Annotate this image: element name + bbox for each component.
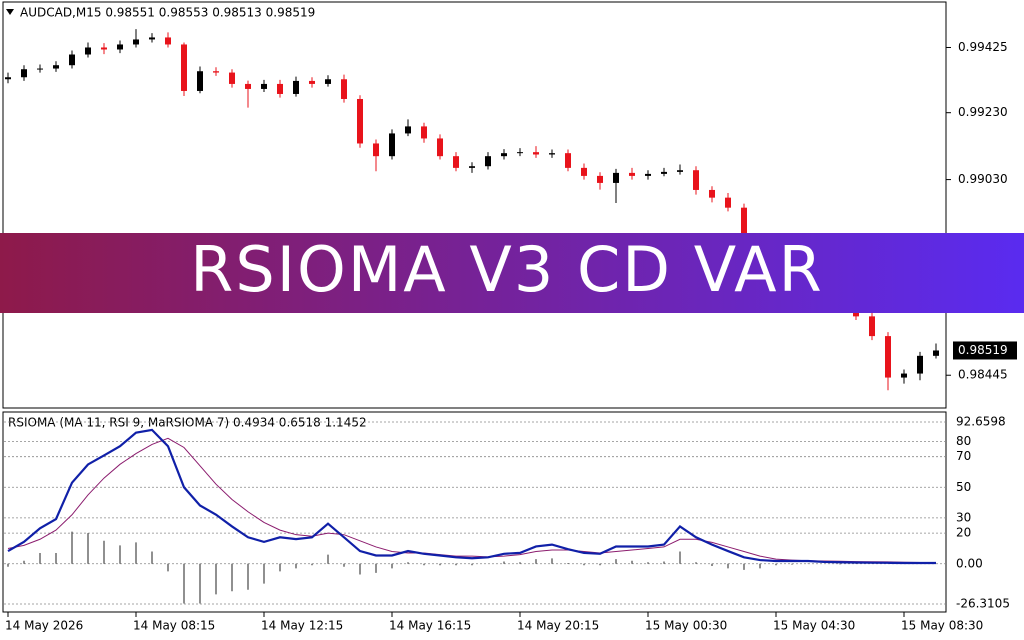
candle-body xyxy=(485,156,491,167)
y-tick-label: 0.99230 xyxy=(958,105,1008,119)
candle-body xyxy=(613,172,619,183)
candle-body xyxy=(149,37,155,40)
candle-body xyxy=(917,355,923,374)
candle-body xyxy=(245,83,251,89)
candle-body xyxy=(277,83,283,94)
y-tick-label: 0.99030 xyxy=(958,172,1008,186)
x-tick-label: 14 May 2026 xyxy=(5,619,83,633)
candle-body xyxy=(293,80,299,94)
candle-body xyxy=(517,152,523,154)
y-tick-label: 70 xyxy=(956,449,971,463)
banner xyxy=(0,233,1024,313)
candle-body xyxy=(309,80,315,84)
candle-body xyxy=(933,350,939,356)
x-tick-label: 14 May 08:15 xyxy=(133,619,215,633)
last-price-box xyxy=(953,341,1017,360)
price-title: AUDCAD,M15 0.98551 0.98553 0.98513 0.985… xyxy=(20,6,315,20)
candle-body xyxy=(677,170,683,172)
candle-body xyxy=(469,166,475,168)
candle-body xyxy=(85,47,91,55)
candle-body xyxy=(661,171,667,174)
candle-body xyxy=(693,170,699,190)
y-tick-label: 0.98445 xyxy=(958,368,1008,382)
candle-body xyxy=(69,54,75,66)
candle-body xyxy=(741,207,747,248)
y-tick-label: 20 xyxy=(956,526,971,540)
y-tick-label: 80 xyxy=(956,434,971,448)
candle-body xyxy=(325,79,331,84)
candle-body xyxy=(37,68,43,70)
x-tick-label: 15 May 00:30 xyxy=(645,619,727,633)
candle-body xyxy=(341,79,347,99)
indicator-panel xyxy=(2,411,947,613)
candle-body xyxy=(421,126,427,139)
candle-body xyxy=(101,47,107,50)
candle-body xyxy=(181,44,187,91)
indicator-line xyxy=(7,428,937,565)
candle-body xyxy=(229,72,235,84)
collapse-icon[interactable] xyxy=(6,9,14,15)
candle-body xyxy=(5,77,11,80)
candle-body xyxy=(405,126,411,134)
candle-body xyxy=(117,44,123,50)
candle-body xyxy=(629,172,635,176)
y-tick-label: 92.6598 xyxy=(956,415,1006,429)
candle-body xyxy=(357,98,363,144)
candle-body xyxy=(885,336,891,378)
candle-body xyxy=(501,153,507,157)
candle-body xyxy=(53,65,59,69)
y-tick-label: -26.3105 xyxy=(956,597,1010,611)
candle-body xyxy=(533,152,539,155)
last-price-label: 0.98519 xyxy=(958,343,1008,357)
indicator-title: RSIOMA (MA 11, RSI 9, MaRSIOMA 7) 0.4934… xyxy=(8,416,367,430)
candle-body xyxy=(197,71,203,91)
y-tick-label: 50 xyxy=(956,480,971,494)
banner-title: RSIOMA V3 CD VAR xyxy=(190,233,823,306)
candle-body xyxy=(901,373,907,378)
candle-body xyxy=(581,167,587,176)
y-tick-label: 0.00 xyxy=(956,556,983,570)
candle-body xyxy=(453,156,459,168)
candle-body xyxy=(565,153,571,168)
candle-body xyxy=(709,189,715,198)
x-tick-label: 15 May 08:30 xyxy=(901,619,983,633)
candle-body xyxy=(21,69,27,78)
x-tick-label: 14 May 16:15 xyxy=(389,619,471,633)
candle-body xyxy=(597,175,603,183)
candle-body xyxy=(133,39,139,45)
x-tick-label: 14 May 20:15 xyxy=(517,619,599,633)
y-tick-label: 30 xyxy=(956,510,971,524)
candle-body xyxy=(437,138,443,157)
candle-body xyxy=(389,133,395,157)
candle-body xyxy=(869,316,875,337)
candle-body xyxy=(725,197,731,208)
x-tick-label: 15 May 04:30 xyxy=(773,619,855,633)
candle-body xyxy=(261,83,267,89)
candle-body xyxy=(213,71,219,73)
candle-body xyxy=(645,173,651,176)
candle-body xyxy=(549,153,555,155)
price-panel xyxy=(2,1,947,409)
candle-body xyxy=(373,143,379,157)
x-tick-label: 14 May 12:15 xyxy=(261,619,343,633)
candle-body xyxy=(165,37,171,45)
y-tick-label: 0.99425 xyxy=(958,40,1008,54)
